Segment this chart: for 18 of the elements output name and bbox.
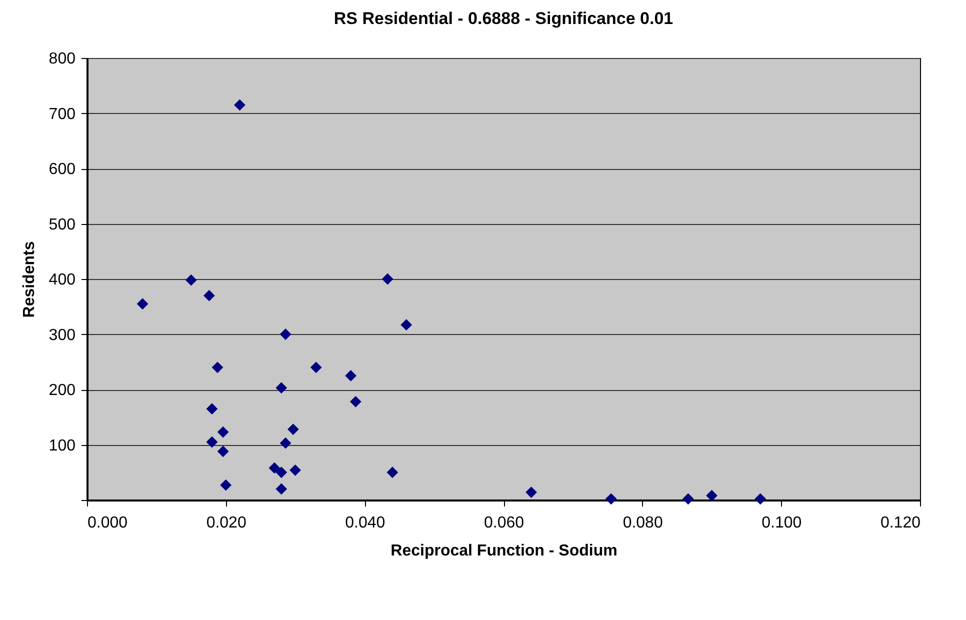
y-tick-label: 200 bbox=[48, 382, 76, 399]
y-tick-label: 800 bbox=[48, 50, 76, 68]
y-axis-title: Residents bbox=[20, 241, 38, 318]
y-tick-label: 700 bbox=[48, 106, 76, 123]
x-tick-label: 0.100 bbox=[762, 514, 802, 532]
y-tick-label: 400 bbox=[48, 272, 76, 288]
y-tick-label: 500 bbox=[48, 216, 76, 234]
chart-title: RS Residential - 0.6888 - Significance 0.01 bbox=[334, 9, 674, 28]
x-tick-label: 0.000 bbox=[88, 514, 128, 532]
x-tick-label: 0.060 bbox=[484, 514, 524, 532]
x-tick-label: 0.020 bbox=[206, 514, 246, 532]
y-tick-label: 100 bbox=[48, 437, 76, 454]
x-tick-label: 0.120 bbox=[880, 514, 921, 532]
x-tick-label: 0.080 bbox=[622, 514, 663, 532]
y-tick-label: 300 bbox=[48, 326, 76, 344]
x-tick-label: 0.040 bbox=[345, 514, 386, 532]
x-axis-title: Reciprocal Function - Sodium bbox=[390, 542, 618, 560]
y-tick-label: 600 bbox=[48, 161, 76, 178]
